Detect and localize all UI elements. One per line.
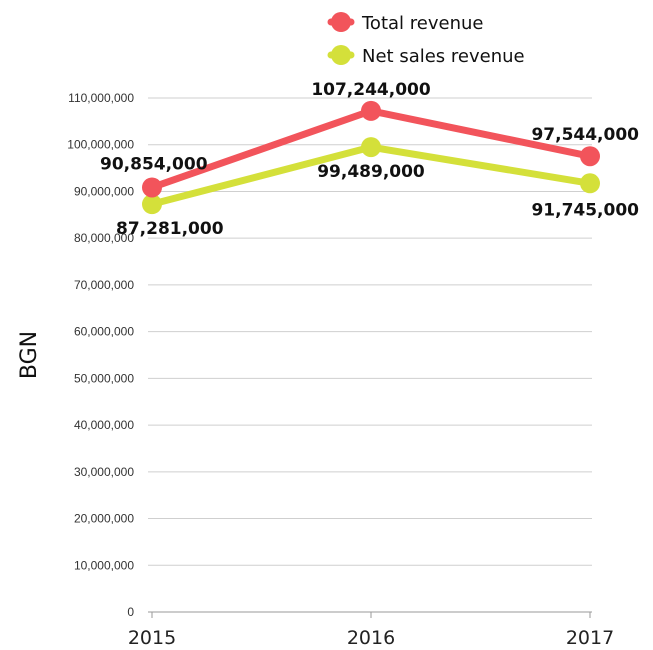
data-label: 90,854,000 [100,154,208,174]
y-tick-label: 30,000,000 [74,465,134,479]
y-tick-label: 40,000,000 [74,418,134,432]
data-point [580,173,600,194]
y-tick-labels: 0 10,000,000 20,000,000 30,000,000 40,000,00… [67,91,134,619]
data-label: 99,489,000 [317,162,425,182]
y-tick-label: 60,000,000 [74,325,134,339]
y-tick-label: 110,000,000 [68,91,134,105]
legend-label: Total revenue [361,13,483,34]
gridlines [148,97,592,613]
data-label: 91,745,000 [531,200,639,220]
y-axis-title: BGN [17,331,42,379]
series-lines [142,100,600,215]
data-point [361,137,381,158]
y-tick-label: 70,000,000 [74,278,134,292]
y-tick-label: 80,000,000 [74,231,134,245]
y-tick-label: 20,000,000 [74,512,134,526]
legend-swatch-marker [331,45,351,65]
y-tick-label: 10,000,000 [74,558,134,572]
data-point [142,177,162,198]
x-axis: 2015 2016 2017 [128,612,614,649]
data-point [142,194,162,215]
legend: Total revenue Net sales revenue [327,12,525,67]
y-tick-label: 0 [127,605,134,619]
x-tick-label: 2017 [566,627,614,649]
data-label: 107,244,000 [311,80,431,100]
data-label: 97,544,000 [531,125,639,145]
data-label: 87,281,000 [116,219,224,239]
x-tick-label: 2016 [347,627,395,649]
data-point [580,146,600,167]
legend-label: Net sales revenue [362,46,525,67]
y-tick-label: 100,000,000 [67,138,134,152]
data-labels: 90,854,000 107,244,000 97,544,000 87,281,00… [100,80,639,239]
legend-swatch-marker [331,12,351,32]
y-tick-label: 50,000,000 [74,371,134,385]
data-point [361,100,381,121]
x-tick-label: 2015 [128,627,176,649]
y-tick-label: 90,000,000 [74,184,134,198]
